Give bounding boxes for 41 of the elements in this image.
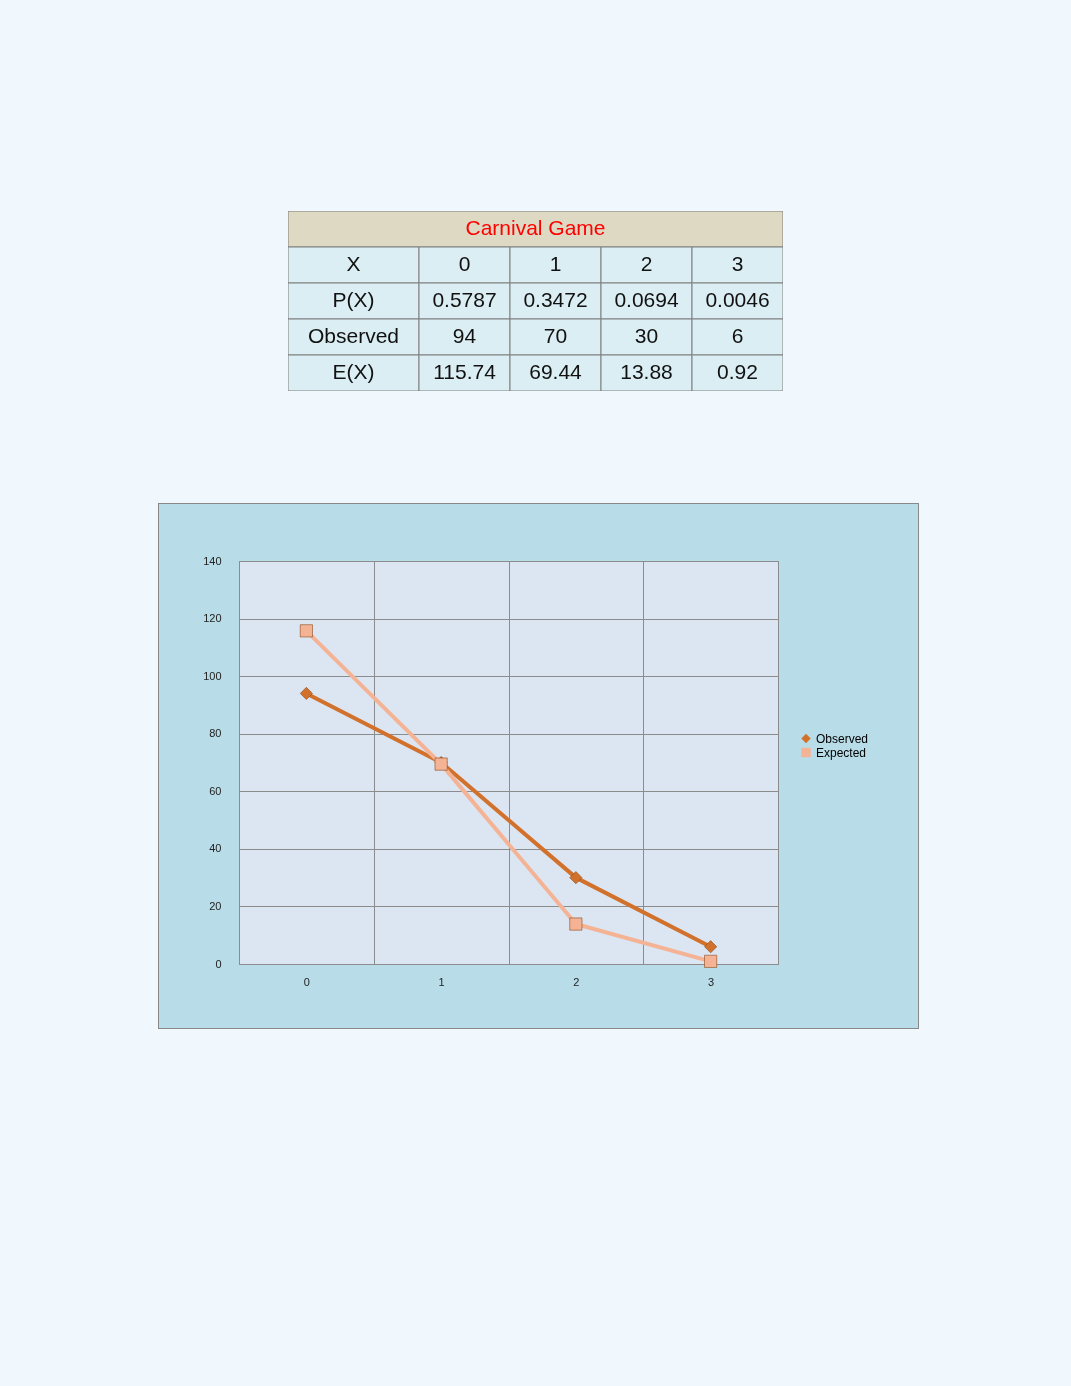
x-tick-label: 2 bbox=[640, 252, 653, 275]
data-label: 70 bbox=[543, 324, 568, 347]
x-tick-label: 1 bbox=[438, 975, 445, 988]
data-label: 30 bbox=[634, 324, 659, 347]
x-tick-label: 1 bbox=[549, 252, 562, 275]
y-tick-label: 0 bbox=[215, 957, 222, 970]
legend-label: Expected bbox=[816, 745, 867, 760]
y-tick-label: Observed bbox=[307, 324, 400, 347]
x-tick-label: 0 bbox=[303, 975, 310, 988]
data-label: 0.5787 bbox=[432, 288, 497, 311]
data-label: 94 bbox=[452, 324, 477, 347]
y-tick-label: P(X) bbox=[332, 288, 375, 311]
data-label: 13.88 bbox=[620, 360, 673, 383]
y-tick-label: 40 bbox=[209, 842, 222, 855]
y-tick-label: 120 bbox=[203, 612, 222, 625]
y-tick-label: 20 bbox=[209, 899, 222, 912]
y-tick-label: 80 bbox=[209, 727, 222, 740]
data-label: 69.44 bbox=[529, 360, 583, 383]
y-tick-label: 100 bbox=[203, 669, 222, 682]
x-axis-title: X bbox=[346, 252, 361, 275]
data-label: 0.0046 bbox=[705, 288, 770, 311]
legend-label: Observed bbox=[816, 731, 869, 746]
x-tick-label: 3 bbox=[731, 252, 744, 275]
y-tick-label: E(X) bbox=[332, 360, 375, 383]
x-tick-label: 2 bbox=[573, 975, 580, 988]
x-tick-label: 0 bbox=[458, 252, 471, 275]
y-tick-label: 60 bbox=[209, 784, 222, 797]
point bbox=[569, 871, 583, 885]
point bbox=[704, 940, 718, 954]
data-label: 6 bbox=[731, 324, 744, 347]
point bbox=[704, 954, 718, 968]
point bbox=[299, 624, 313, 638]
point bbox=[569, 917, 583, 931]
data-label: 115.74 bbox=[433, 360, 497, 383]
data-label: 0.3472 bbox=[523, 288, 588, 311]
chart-title: Carnival Game bbox=[465, 216, 606, 239]
y-tick-label: 140 bbox=[203, 554, 222, 567]
x-tick-label: 3 bbox=[708, 975, 715, 988]
data-label: 0.92 bbox=[717, 360, 758, 383]
point bbox=[299, 686, 313, 700]
data-label: 0.0694 bbox=[614, 288, 679, 311]
